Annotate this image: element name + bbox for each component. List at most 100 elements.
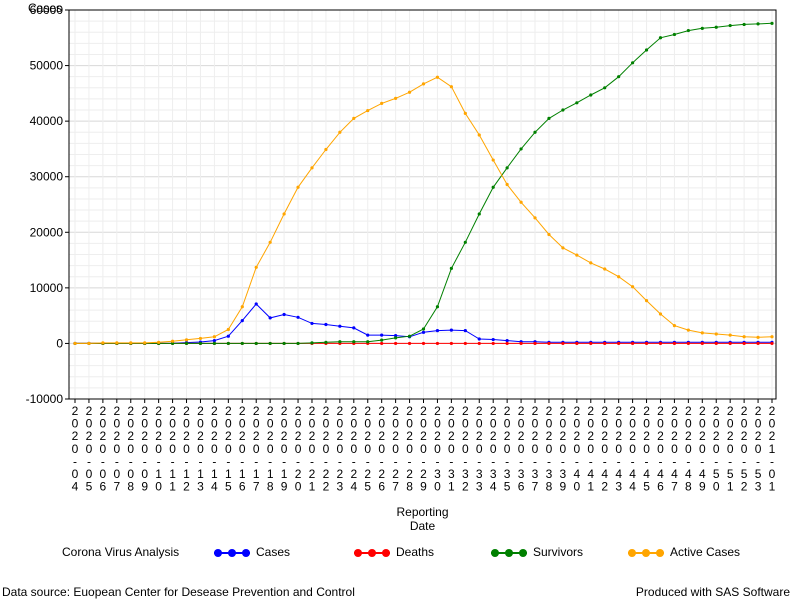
data-point (686, 328, 690, 332)
data-point (421, 82, 426, 86)
data-point (700, 341, 704, 346)
data-point (324, 322, 328, 327)
data-point (728, 333, 732, 337)
data-point (212, 341, 216, 346)
data-point (617, 75, 621, 79)
data-point (603, 267, 607, 271)
data-point (561, 246, 565, 250)
x-tick-label: 2 0 2 0 -1 1 (169, 404, 176, 494)
data-point (212, 335, 216, 339)
data-point (268, 240, 272, 244)
data-point (463, 329, 467, 333)
x-tick-label: 2 0 2 0 -4 7 (671, 404, 678, 494)
x-tick-label: 2 0 2 0 -2 3 (337, 404, 344, 494)
series-active-cases (73, 75, 774, 346)
data-point (505, 182, 509, 187)
x-tick-label: 2 0 2 0 -5 0 (713, 404, 720, 494)
data-point (519, 147, 523, 151)
data-point (477, 133, 481, 137)
data-point (87, 341, 91, 346)
data-point (533, 341, 537, 346)
legend-label-deaths: Deaths (396, 545, 435, 559)
data-point (421, 330, 426, 334)
data-point (449, 341, 453, 346)
data-point (491, 341, 495, 346)
x-tick-label: 2 0 2 0 -1 9 (281, 404, 288, 494)
data-point (449, 85, 453, 89)
x-tick-label: 2 0 2 0 -2 7 (392, 404, 399, 494)
data-point (575, 341, 579, 346)
data-point (254, 341, 258, 346)
data-point (366, 108, 370, 113)
data-point (240, 341, 244, 346)
x-tick-label: 2 0 2 0 -2 2 (323, 404, 330, 494)
data-point (644, 48, 649, 52)
data-point (658, 341, 663, 346)
data-point (352, 326, 356, 330)
x-tick-label: 2 0 2 0 -3 4 (490, 404, 497, 494)
data-point (519, 200, 523, 204)
data-point (352, 116, 356, 120)
data-point (631, 285, 635, 289)
x-tick-label: 2 0 2 0 -0 6 (100, 404, 107, 494)
plot-frame (68, 9, 777, 400)
data-point (547, 341, 551, 346)
data-point (394, 336, 398, 340)
data-point (129, 341, 133, 345)
x-tick-label: 2 0 2 0 -4 1 (587, 404, 594, 494)
data-point (338, 130, 342, 134)
data-point (115, 341, 119, 345)
data-point (310, 166, 314, 170)
x-tick-label: 2 0 2 0 -1 7 (253, 404, 260, 494)
data-point (756, 22, 760, 26)
data-point (394, 341, 398, 346)
x-tick-label: 2 0 2 0 -4 8 (685, 404, 692, 494)
data-point (296, 185, 300, 189)
x-tick-label: 2 0 2 0 -0 8 (127, 404, 134, 494)
data-point (407, 90, 412, 94)
x-axis: 2 0 2 0 -0 4 2 0 2 0 -0 5 2 0 2 0 -0 6 2 0 2 0 -0 7 2 0 2 0 -0 8 2 0 2 0-… (72, 399, 776, 494)
data-point (352, 340, 356, 344)
data-point (463, 111, 467, 115)
y-tick-label: 30000 (30, 170, 64, 184)
x-tick-label: 2 0 2 0 -0 4 (72, 404, 79, 494)
x-tick-label: 2 0 2 0 -0 7 (113, 404, 120, 494)
data-point (240, 319, 244, 323)
y-tick-label: -10000 (26, 392, 64, 406)
data-point (658, 36, 663, 40)
x-tick-label: 2 0 2 0 -4 0 (573, 404, 580, 494)
legend-title: Corona Virus Analysis (62, 545, 180, 559)
x-tick-label: 2 0 2 0 -2 5 (364, 404, 371, 494)
x-tick-label: 2 0 2 0 -4 4 (629, 404, 636, 494)
data-point (212, 339, 216, 343)
data-source-note: Data source: Euopean Center for Desease … (2, 585, 355, 599)
data-point (589, 93, 593, 97)
data-point (575, 253, 579, 257)
data-point (770, 335, 774, 339)
data-point (644, 341, 649, 346)
data-point (101, 341, 105, 345)
y-tick-label: 20000 (30, 225, 64, 239)
x-tick-label: 2 0 2 0 -1 8 (267, 404, 274, 494)
data-point (714, 341, 718, 346)
x-tick-label: 2 0 2 0 -5 3 (755, 404, 762, 494)
data-point (714, 332, 718, 336)
data-point (407, 334, 412, 338)
x-axis-title-line1: Reporting (396, 505, 448, 519)
data-point (561, 341, 565, 346)
x-tick-label: 2 0 2 0 -2 6 (378, 404, 385, 494)
data-point (380, 341, 384, 346)
legend-swatch-active-cases (628, 547, 664, 559)
data-point (366, 340, 370, 344)
data-point (770, 21, 774, 25)
data-point (380, 333, 384, 337)
x-tick-label: 2 0 2 0 -2 4 (350, 404, 357, 494)
software-credit: Produced with SAS Software (635, 585, 790, 599)
x-tick-label: 2 0 2 1 -0 1 (769, 404, 776, 494)
x-tick-label: 2 0 2 0 -4 3 (615, 404, 622, 494)
x-tick-label: 2 0 2 0 -4 9 (699, 404, 706, 494)
legend-item-survivors: Survivors (491, 545, 583, 559)
x-tick-label: 2 0 2 0 -4 5 (643, 404, 650, 494)
data-point (658, 312, 663, 316)
